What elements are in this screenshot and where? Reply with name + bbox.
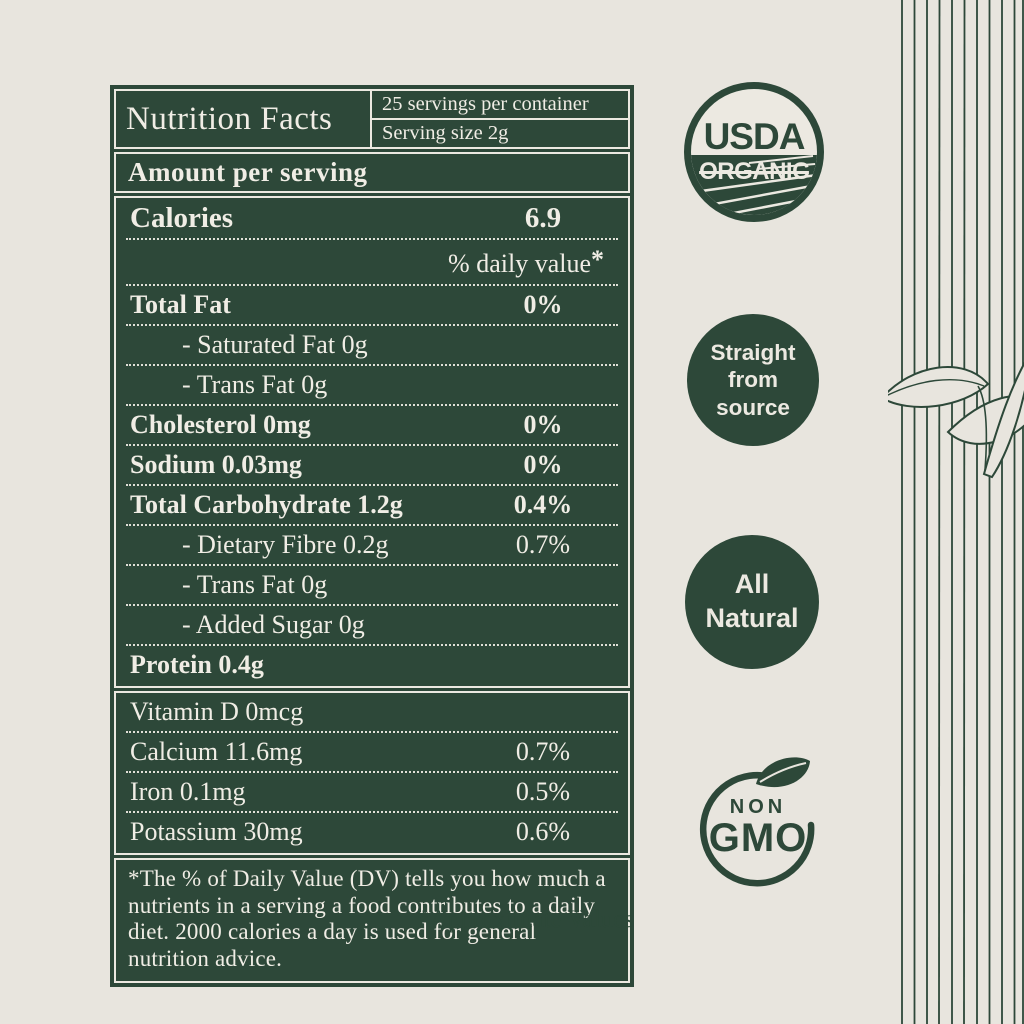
row-label: Vitamin D 0mcg [130, 697, 304, 726]
row-value: 0.4% [513, 490, 573, 519]
usda-organic-badge: USDA ORGANIC [684, 82, 824, 222]
daily-value-header: % daily value* [126, 240, 618, 286]
badge-line: All [734, 569, 770, 600]
row-label: Total Fat [130, 290, 231, 319]
straight-from-source-badge: Straight from source [687, 314, 819, 446]
table-row: - Added Sugar 0g [126, 606, 618, 646]
amount-per-serving: Amount per serving [114, 152, 630, 193]
badge-line: Straight [710, 339, 796, 365]
leaf-icon [756, 757, 810, 788]
non-text: NON [729, 796, 787, 818]
row-label: Sodium 0.03mg [130, 450, 302, 479]
row-value: 0% [523, 450, 563, 479]
row-value: 0% [523, 410, 563, 439]
row-label: Cholesterol 0mg [130, 410, 311, 439]
row-label: - Saturated Fat 0g [182, 330, 368, 359]
row-label: - Trans Fat 0g [182, 570, 328, 599]
calories-value: 6.9 [524, 201, 562, 234]
table-row: Potassium 30mg 0.6% [126, 813, 618, 851]
table-row: Total Fat 0% [126, 286, 618, 326]
table-row: - Trans Fat 0g [126, 566, 618, 606]
row-value: 0.7% [515, 530, 571, 559]
row-value: 0.7% [515, 737, 571, 766]
table-row: Cholesterol 0mg 0% [126, 406, 618, 446]
usda-text: USDA [703, 116, 806, 158]
servings-per-container: 25 servings per container [372, 91, 628, 120]
table-row: - Trans Fat 0g [126, 366, 618, 406]
panel-header: Nutrition Facts 25 servings per containe… [114, 89, 630, 149]
table-row: Total Carbohydrate 1.2g 0.4% [126, 486, 618, 526]
calories-row: Calories 6.9 [126, 198, 618, 240]
non-gmo-badge: NON GMO [692, 752, 824, 890]
serving-info: 25 servings per container Serving size 2… [370, 91, 628, 147]
serving-size: Serving size 2g [382, 122, 509, 144]
all-natural-badge: All Natural [685, 535, 819, 669]
organic-half: ORGANIC [691, 154, 817, 215]
badge-line: from [727, 367, 778, 393]
main-nutrients-section: Calories 6.9 % daily value* Total Fat 0%… [114, 196, 630, 688]
table-row: Vitamin D 0mcg [126, 693, 618, 733]
row-label: Iron 0.1mg [130, 777, 246, 806]
row-label: Calcium 11.6mg [130, 737, 303, 766]
table-row: Calcium 11.6mg 0.7% [126, 733, 618, 773]
row-value: 0.6% [515, 817, 571, 846]
field-furrows-icon [691, 154, 817, 215]
badge-line: source [716, 394, 790, 420]
row-label: - Dietary Fibre 0.2g [182, 530, 389, 559]
table-row: Sodium 0.03mg 0% [126, 446, 618, 486]
daily-value-star: * [591, 245, 604, 274]
page-title: Nutrition Facts [116, 91, 370, 147]
badge-line: Natural [705, 603, 799, 633]
daily-value-footnote: *The % of Daily Value (DV) tells you how… [128, 866, 606, 972]
row-label: Total Carbohydrate 1.2g [130, 490, 403, 519]
stalk-lines-icon [888, 0, 1024, 1024]
organic-text: ORGANIC [699, 157, 809, 185]
table-row: - Dietary Fibre 0.2g 0.7% [126, 526, 618, 566]
table-row: Protein 0.4g [126, 646, 618, 684]
approximate-values-note: *Approximate Values [417, 906, 634, 933]
nutrition-facts-title: Nutrition Facts [126, 100, 333, 137]
vanilla-stalks-illustration [888, 0, 1024, 1024]
non-gmo-ring [699, 757, 815, 887]
row-label: - Trans Fat 0g [182, 370, 328, 399]
row-value: 0.5% [515, 777, 571, 806]
row-label: Protein 0.4g [130, 650, 264, 679]
row-label: - Added Sugar 0g [182, 610, 365, 639]
calories-label: Calories [130, 201, 234, 234]
table-row: Iron 0.1mg 0.5% [126, 773, 618, 813]
table-row: - Saturated Fat 0g [126, 326, 618, 366]
vitamins-section: Vitamin D 0mcg Calcium 11.6mg 0.7% Iron … [114, 691, 630, 855]
footnote-section: *The % of Daily Value (DV) tells you how… [114, 858, 630, 983]
row-label: Potassium 30mg [130, 817, 303, 846]
gmo-text: GMO [708, 816, 808, 860]
daily-value-label: % daily value [448, 249, 591, 278]
row-value: 0% [523, 290, 563, 319]
vanilla-flower-icon [888, 361, 1024, 479]
nutrition-facts-panel: Nutrition Facts 25 servings per containe… [110, 85, 634, 987]
